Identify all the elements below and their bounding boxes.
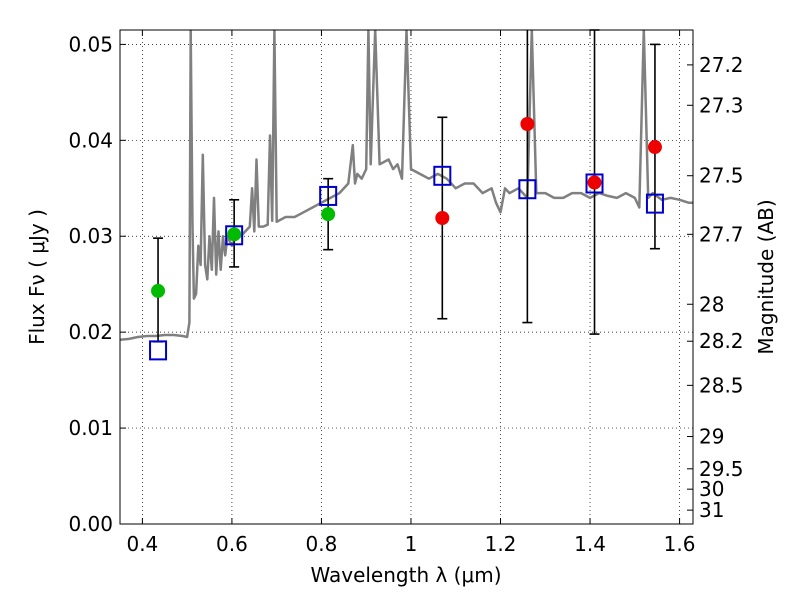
model-square-marker xyxy=(518,179,537,200)
observed-point-marker xyxy=(587,175,602,190)
y-tick-label: 0.04 xyxy=(68,128,113,152)
model-spectrum-line xyxy=(120,30,693,342)
y2-tick-label: 28 xyxy=(699,292,724,316)
y-tick-label: 0.00 xyxy=(68,512,113,536)
data-markers xyxy=(149,117,664,361)
y2-tick-label: 27.2 xyxy=(699,53,744,77)
y2-tick-label: 28.2 xyxy=(699,329,744,353)
x-tick-label: 0.8 xyxy=(306,532,338,556)
x-tick-label: 0.4 xyxy=(126,532,158,556)
observed-point-marker xyxy=(647,140,662,155)
plot-area xyxy=(120,30,693,342)
y2-axis-label: Magnitude (AB) xyxy=(754,199,778,354)
model-square-marker xyxy=(319,185,338,206)
observed-point-marker xyxy=(520,117,535,132)
x-tick-label: 1.4 xyxy=(574,532,606,556)
observed-point-marker xyxy=(321,207,336,222)
x-tick-label: 1.2 xyxy=(485,532,517,556)
plot-frame xyxy=(119,29,694,525)
y2-tick-label: 29.5 xyxy=(699,457,744,481)
model-square-marker xyxy=(645,193,664,214)
y-tick-label: 0.01 xyxy=(68,416,113,440)
model-square-marker xyxy=(585,173,604,194)
y2-tick-label: 27.7 xyxy=(699,222,744,246)
observed-point-marker xyxy=(151,283,166,298)
x-tick-label: 1 xyxy=(405,532,418,556)
x-tick-label: 0.6 xyxy=(216,532,248,556)
model-square-marker xyxy=(433,165,452,186)
observed-point-marker xyxy=(435,211,450,226)
model-square-marker xyxy=(225,225,244,246)
observed-point-marker xyxy=(227,227,242,242)
y2-tick-label: 27.5 xyxy=(699,164,744,188)
model-square-marker xyxy=(149,340,168,361)
x-axis-label: Wavelength λ (μm) xyxy=(310,563,501,587)
y2-tick-label: 31 xyxy=(699,498,724,522)
y-tick-label: 0.02 xyxy=(68,320,113,344)
x-tick-label: 1.6 xyxy=(664,532,696,556)
y2-tick-label: 30 xyxy=(699,477,724,501)
y-axis-label: Flux Fν ( μJy ) xyxy=(25,209,49,345)
y2-tick-label: 27.3 xyxy=(699,93,744,117)
y2-tick-label: 29 xyxy=(699,425,724,449)
y2-tick-label: 28.5 xyxy=(699,373,744,397)
axis-ticks: 0.4 0.6 0.8 1 1.2 1.4 1.6 0.00 0.01 0.02 0.03 0.04 0… xyxy=(68,30,744,556)
y-tick-label: 0.03 xyxy=(68,224,113,248)
y-tick-label: 0.05 xyxy=(68,32,113,56)
